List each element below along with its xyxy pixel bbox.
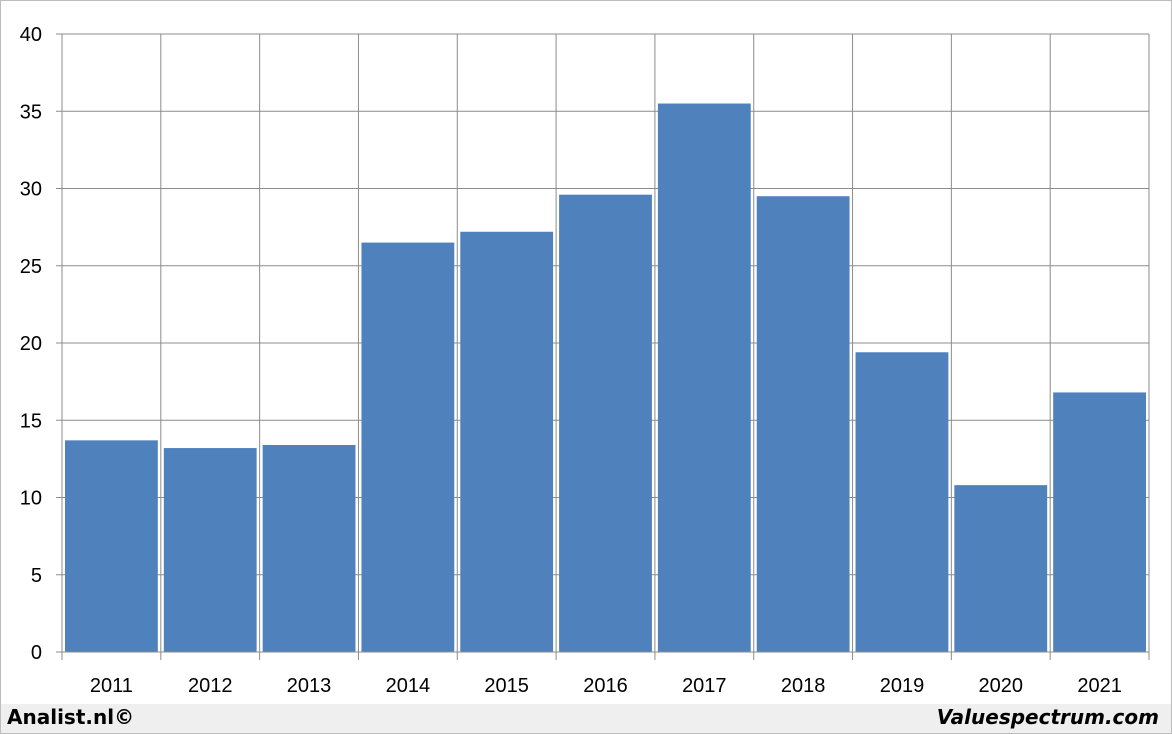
bar-2016	[559, 194, 652, 652]
y-tick-label-20: 20	[20, 333, 42, 355]
x-tick-label-2017: 2017	[682, 675, 727, 697]
y-tick-label-10: 10	[20, 488, 42, 510]
x-tick-label-2018: 2018	[781, 675, 826, 697]
y-tick-labels: 0 5 10 15 20 25 30 35 40	[20, 24, 42, 664]
footer-source-right: Valuespectrum.com	[936, 705, 1159, 729]
bars	[65, 103, 1146, 652]
bar-2018	[756, 196, 850, 652]
x-tick-label-2021: 2021	[1077, 675, 1122, 697]
y-tick-label-30: 30	[20, 179, 42, 201]
y-tick-label-40: 40	[20, 24, 42, 46]
bar-2014	[361, 242, 455, 652]
x-tick-label-2015: 2015	[484, 675, 529, 697]
y-tick-label-15: 15	[20, 410, 42, 432]
x-tick-label-2019: 2019	[880, 675, 925, 697]
x-tick-label-2013: 2013	[287, 675, 332, 697]
bar-2017	[657, 103, 751, 652]
x-tick-label-2016: 2016	[583, 675, 628, 697]
x-tick-labels: 2011 2012 2013 2014 2015 2016 2017 2018 2019 2020…	[90, 675, 1122, 697]
x-tick-label-2014: 2014	[386, 675, 431, 697]
bar-2015	[460, 231, 554, 652]
y-tick-label-5: 5	[31, 565, 42, 587]
bar-2019	[855, 352, 949, 652]
bar-2020	[954, 485, 1048, 652]
footer-source-left: Analist.nl©	[7, 705, 135, 729]
x-tick-label-2011: 2011	[90, 675, 133, 697]
bar-2013	[262, 444, 356, 652]
y-tick-label-25: 25	[20, 256, 42, 278]
bar-2011	[65, 440, 158, 652]
x-tick-label-2020: 2020	[979, 675, 1024, 697]
axes	[61, 34, 1149, 653]
bar-2021	[1053, 392, 1146, 652]
footer-bar: Analist.nl© Valuespectrum.com	[1, 704, 1171, 733]
x-tick-label-2012: 2012	[188, 675, 233, 697]
bar-2012	[163, 448, 257, 652]
y-tick-label-35: 35	[20, 101, 42, 123]
y-tick-label-0: 0	[31, 642, 42, 664]
